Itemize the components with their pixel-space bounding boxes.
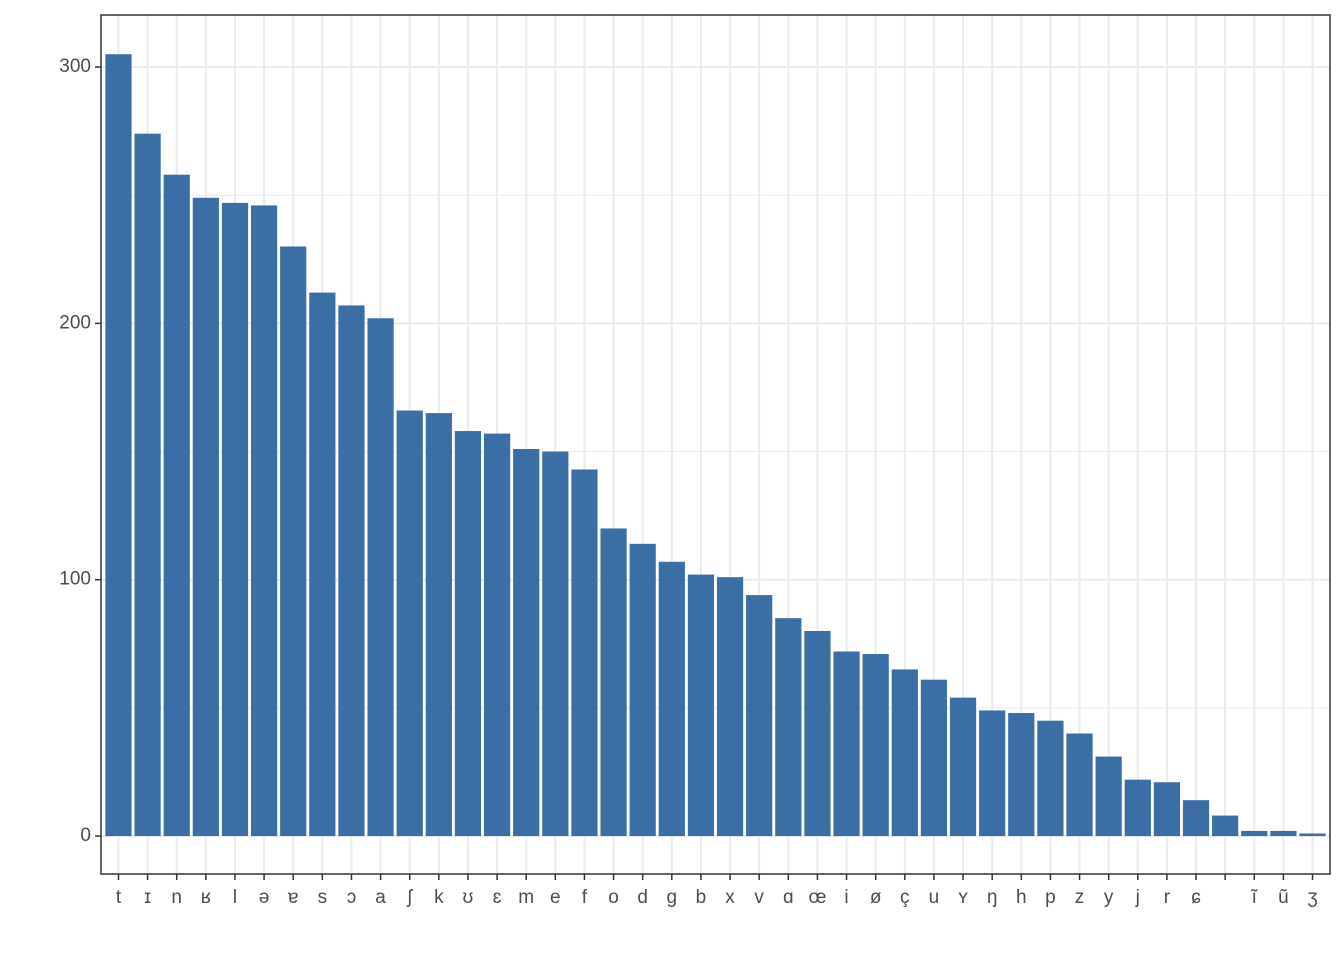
x-tick-label: v (754, 887, 764, 908)
bar (571, 469, 598, 837)
x-tick-label: y (1104, 887, 1114, 908)
x-tick-label: ʒ (1307, 887, 1317, 908)
bar (600, 528, 627, 837)
bar (1299, 833, 1326, 837)
x-tick-label: r (1164, 887, 1171, 908)
x-tick-label: p (1045, 887, 1056, 908)
x-tick-label: ʏ (958, 887, 968, 908)
bar (658, 561, 685, 837)
x-tick-label: ĩ (1251, 887, 1258, 908)
bar (1124, 779, 1151, 837)
y-tick-label: 0 (80, 825, 91, 846)
bar (1241, 830, 1268, 837)
x-tick-label: u (929, 887, 940, 908)
x-tick-label: ʃ (406, 887, 414, 908)
bar (775, 618, 802, 837)
bar (483, 433, 511, 837)
bar (949, 697, 977, 837)
x-tick-label: ũ (1278, 887, 1289, 908)
x-tick-label: x (725, 887, 735, 908)
bar (134, 133, 161, 837)
x-tick-label: ɔ (347, 887, 357, 908)
bar (804, 630, 831, 837)
x-tick-label: ŋ (987, 887, 998, 908)
x-tick-label: ʁ (201, 887, 211, 908)
plot-border (100, 14, 1331, 875)
y-tick-label: 300 (59, 56, 91, 77)
bar (542, 451, 569, 837)
x-tick-label: g (667, 887, 678, 908)
x-tick-label: o (608, 887, 619, 908)
bar (396, 410, 423, 837)
bar (338, 305, 365, 837)
x-tick-label: ə (259, 887, 270, 908)
x-tick-label: h (1016, 887, 1027, 908)
bar (105, 54, 132, 837)
x-tick-label: i (844, 887, 848, 908)
bar (1008, 713, 1035, 837)
bar (1212, 815, 1239, 837)
x-tick-label: j (1135, 887, 1140, 908)
x-tick-label: s (318, 887, 328, 908)
x-tick-label: œ (808, 887, 826, 908)
x-tick-label: d (637, 887, 648, 908)
bar (891, 669, 918, 837)
x-tick-label: t (116, 887, 122, 908)
x-tick-label: ɛ (493, 887, 502, 908)
bar (862, 654, 889, 837)
bar (454, 431, 482, 837)
x-tick-label: ç (900, 887, 910, 908)
bar (1037, 720, 1064, 837)
bar (309, 292, 336, 837)
bar (1153, 782, 1181, 837)
x-tick-label: ɐ (288, 887, 299, 908)
x-tick-label: ɪ (144, 887, 151, 908)
bar (280, 246, 307, 837)
x-tick-label: m (518, 887, 534, 908)
bar (1066, 733, 1093, 837)
x-tick-label: ø (870, 887, 882, 908)
bar (367, 318, 394, 837)
bar (833, 651, 860, 837)
x-tick-label: n (171, 887, 182, 908)
bar (629, 543, 656, 837)
bar (163, 174, 190, 837)
bar (746, 595, 773, 837)
x-tick-label: ɑ (783, 887, 794, 908)
bar (687, 574, 715, 837)
x-tick-label: ɕ (1191, 887, 1201, 908)
bar (1095, 756, 1122, 837)
bar (1182, 800, 1210, 837)
bar (513, 448, 540, 837)
x-tick-label: l (233, 887, 237, 908)
bar (425, 413, 452, 837)
x-tick-label: z (1075, 887, 1085, 908)
bar (192, 197, 219, 837)
y-tick-label: 100 (59, 569, 91, 590)
bar (979, 710, 1006, 837)
x-tick-label: e (550, 887, 561, 908)
x-tick-label: ʊ (463, 887, 474, 908)
bar (716, 577, 744, 837)
y-tick-label: 200 (59, 312, 91, 333)
bar (1270, 830, 1297, 837)
bar (920, 679, 948, 837)
x-tick-label: f (582, 887, 588, 908)
x-tick-label: a (375, 887, 386, 908)
bar (250, 205, 278, 837)
x-tick-label: b (696, 887, 707, 908)
bar (221, 202, 249, 837)
x-tick-label: k (434, 887, 444, 908)
